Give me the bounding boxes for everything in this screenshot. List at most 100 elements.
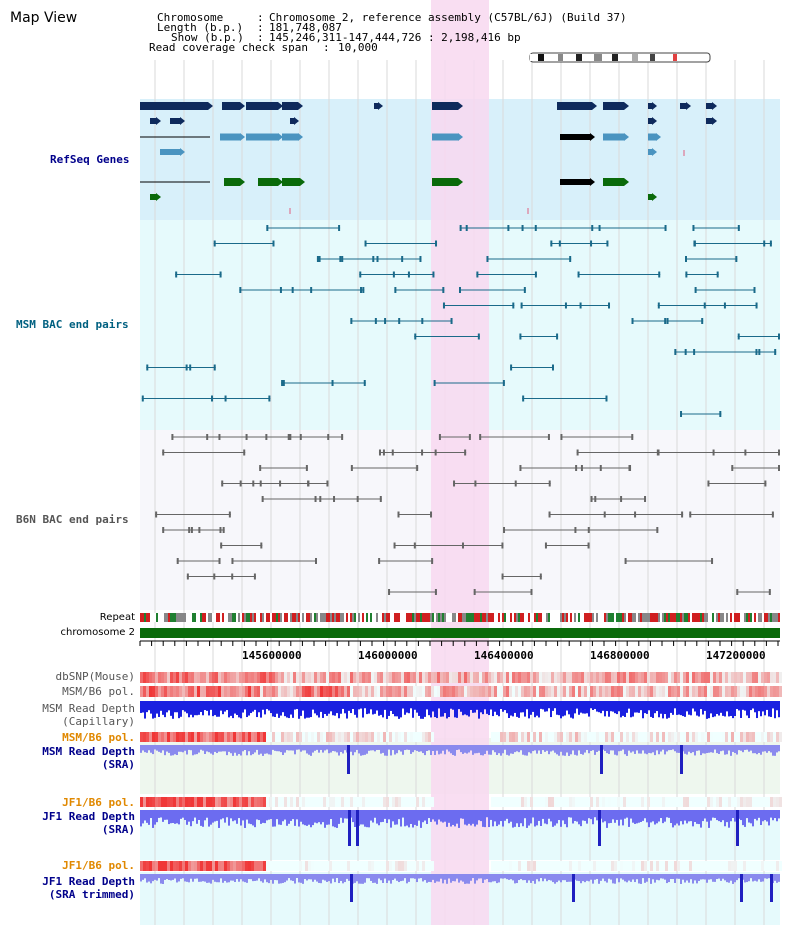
- jf1-pol2-cell: [209, 861, 212, 871]
- jf1-sra-depth: [342, 810, 344, 823]
- msm-pol2-cell: [638, 732, 641, 742]
- track-label-msm-depth-sra[interactable]: MSM Read Depth: [42, 745, 135, 758]
- msm-sra-depth: [152, 745, 154, 755]
- dbsnp-cell: [404, 672, 407, 683]
- jf1-trim-depth: [748, 874, 750, 882]
- msm-pol-cell: [494, 686, 497, 697]
- msm-cap-depth: [534, 701, 536, 718]
- msm-sra-depth: [190, 745, 192, 751]
- track-label-chromosome[interactable]: chromosome 2: [60, 627, 135, 638]
- refseq-gene: [282, 133, 298, 141]
- track-label-jf1-b6-pol-2[interactable]: JF1/B6 pol.: [62, 859, 135, 872]
- msm-pol2-cell: [401, 732, 404, 742]
- track-label-msm-b6-pol-2[interactable]: MSM/B6 pol.: [62, 731, 135, 744]
- jf1-trim-depth: [488, 874, 490, 883]
- jf1-sra-depth: [480, 810, 482, 822]
- jf1-sra-depth: [266, 810, 268, 821]
- jf1-pol2-cell: [638, 861, 641, 871]
- jf1-pol2-cell: [278, 861, 281, 871]
- repeat-block: [674, 613, 676, 622]
- msm-bac-pair-end: [631, 318, 634, 324]
- jf1-pol2-cell: [365, 861, 368, 871]
- track-label-jf1-b6-pol[interactable]: JF1/B6 pol.: [62, 796, 135, 809]
- msm-bac-pair-end: [693, 240, 696, 247]
- msm-sra-depth: [578, 745, 580, 751]
- track-label-jf1-depth-sra[interactable]: JF1 Read Depth: [42, 810, 135, 823]
- msm-pol2-cell: [206, 732, 209, 742]
- jf1-pol-cell: [164, 797, 167, 807]
- msm-cap-depth: [324, 701, 326, 715]
- msm-sra-depth: [230, 745, 232, 754]
- msm-cap-depth: [298, 701, 300, 719]
- jf1-trim-depth: [606, 874, 608, 883]
- msm-bac-pair-end: [510, 364, 513, 371]
- b6n-bac-pair-end: [220, 542, 223, 549]
- jf1-pol-cell: [620, 797, 623, 807]
- track-label-msm-b6-pol[interactable]: MSM/B6 pol.: [62, 685, 135, 698]
- jf1-pol-cell: [494, 797, 497, 807]
- jf1-pol-cell: [149, 797, 152, 807]
- msm-sra-depth: [646, 745, 648, 755]
- track-label-jf1-depth-trim[interactable]: JF1 Read Depth: [42, 875, 135, 888]
- jf1-pol-cell: [548, 797, 551, 807]
- b6n-bac-pair-end: [689, 511, 692, 518]
- jf1-sra-depth: [186, 810, 188, 825]
- b6n-bac-pair-end: [218, 434, 221, 440]
- msm-pol-cell: [140, 686, 143, 697]
- dbsnp-cell: [767, 672, 770, 683]
- jf1-trim-depth: [762, 874, 764, 882]
- jf1-sra-depth: [144, 810, 146, 821]
- jf1-trim-depth-spike: [350, 874, 353, 902]
- dbsnp-cell: [194, 672, 197, 683]
- msm-pol-cell: [164, 686, 167, 697]
- jf1-sra-depth: [160, 810, 162, 818]
- track-label-repeat[interactable]: Repeat: [99, 612, 135, 623]
- track-label-msm-bac[interactable]: MSM BAC end pairs: [16, 318, 129, 331]
- msm-sra-depth: [316, 745, 318, 750]
- jf1-trim-depth: [328, 874, 330, 882]
- dbsnp-cell: [548, 672, 551, 683]
- repeat-block: [288, 613, 290, 622]
- jf1-sra-depth: [420, 810, 422, 828]
- jf1-pol-cell: [521, 797, 524, 807]
- dbsnp-cell: [143, 672, 146, 683]
- axis-tick-2: 146000000: [358, 649, 418, 662]
- msm-bac-pair-end: [608, 302, 611, 309]
- msm-bac-pair-end: [433, 380, 436, 386]
- b6n-bac-pair-end: [341, 434, 344, 440]
- msm-cap-depth: [200, 701, 202, 712]
- track-label-refseq[interactable]: RefSeq Genes: [50, 153, 130, 166]
- track-label-dbsnp[interactable]: dbSNP(Mouse): [55, 670, 135, 683]
- dbsnp-cell: [206, 672, 209, 683]
- jf1-pol2-cell: [269, 861, 272, 871]
- repeat-block: [680, 613, 682, 622]
- jf1-trim-depth: [518, 874, 520, 881]
- jf1-sra-depth: [302, 810, 304, 825]
- msm-sra-depth: [436, 745, 438, 751]
- msm-cap-depth: [460, 701, 462, 712]
- track-label-b6n-bac[interactable]: B6N BAC end pairs: [16, 513, 129, 526]
- msm-pol-cell: [767, 686, 770, 697]
- jf1-pol2-cell: [428, 861, 431, 871]
- repeat-block: [642, 613, 644, 622]
- jf1-sra-depth: [216, 810, 218, 821]
- msm-sra-depth: [284, 745, 286, 753]
- jf1-pol-cell: [605, 797, 608, 807]
- msm-sra-depth: [422, 745, 424, 754]
- jf1-trim-depth: [470, 874, 472, 881]
- dbsnp-cell: [305, 672, 308, 683]
- b6n-bac-pair-end: [501, 573, 504, 580]
- dbsnp-cell: [266, 672, 269, 683]
- jf1-trim-depth: [316, 874, 318, 882]
- jf1-pol-cell: [317, 797, 320, 807]
- msm-bac-pair-end: [465, 225, 468, 231]
- repeat-block: [270, 613, 272, 622]
- jf1-trim-depth: [676, 874, 678, 879]
- jf1-sra-depth: [318, 810, 320, 823]
- repeat-block: [434, 613, 436, 622]
- msm-pol2-cell: [248, 732, 251, 742]
- msm-cap-depth: [266, 701, 268, 710]
- track-label-msm-depth-cap[interactable]: MSM Read Depth: [42, 702, 135, 715]
- jf1-pol2-cell: [383, 861, 386, 871]
